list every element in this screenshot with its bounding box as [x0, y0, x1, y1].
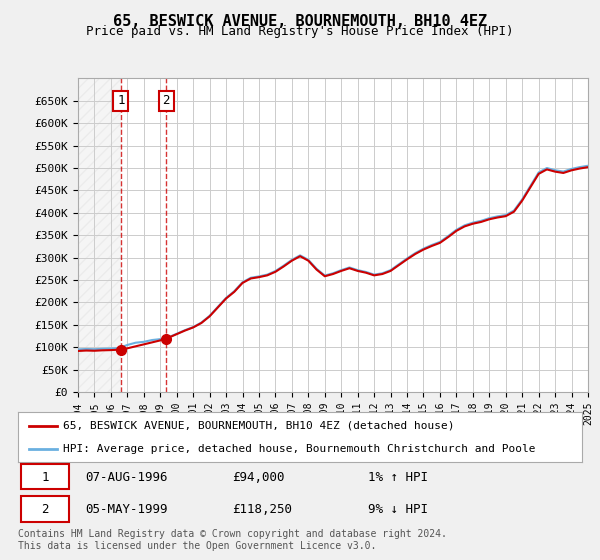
Text: 2: 2: [162, 94, 170, 108]
Text: Price paid vs. HM Land Registry's House Price Index (HPI): Price paid vs. HM Land Registry's House …: [86, 25, 514, 38]
Text: £118,250: £118,250: [232, 503, 292, 516]
Text: Contains HM Land Registry data © Crown copyright and database right 2024.
This d: Contains HM Land Registry data © Crown c…: [18, 529, 447, 551]
Text: £94,000: £94,000: [232, 471, 285, 484]
Text: 65, BESWICK AVENUE, BOURNEMOUTH, BH10 4EZ (detached house): 65, BESWICK AVENUE, BOURNEMOUTH, BH10 4E…: [63, 421, 455, 431]
Text: 07-AUG-1996: 07-AUG-1996: [86, 471, 168, 484]
FancyBboxPatch shape: [21, 496, 69, 522]
Text: HPI: Average price, detached house, Bournemouth Christchurch and Poole: HPI: Average price, detached house, Bour…: [63, 445, 536, 454]
Text: 1% ↑ HPI: 1% ↑ HPI: [368, 471, 428, 484]
Text: 2: 2: [41, 503, 49, 516]
Bar: [78, 78, 121, 392]
Text: 1: 1: [117, 94, 125, 108]
Text: 05-MAY-1999: 05-MAY-1999: [86, 503, 168, 516]
FancyBboxPatch shape: [21, 464, 69, 489]
Text: 9% ↓ HPI: 9% ↓ HPI: [368, 503, 428, 516]
Text: 1: 1: [41, 471, 49, 484]
Text: 65, BESWICK AVENUE, BOURNEMOUTH, BH10 4EZ: 65, BESWICK AVENUE, BOURNEMOUTH, BH10 4E…: [113, 14, 487, 29]
